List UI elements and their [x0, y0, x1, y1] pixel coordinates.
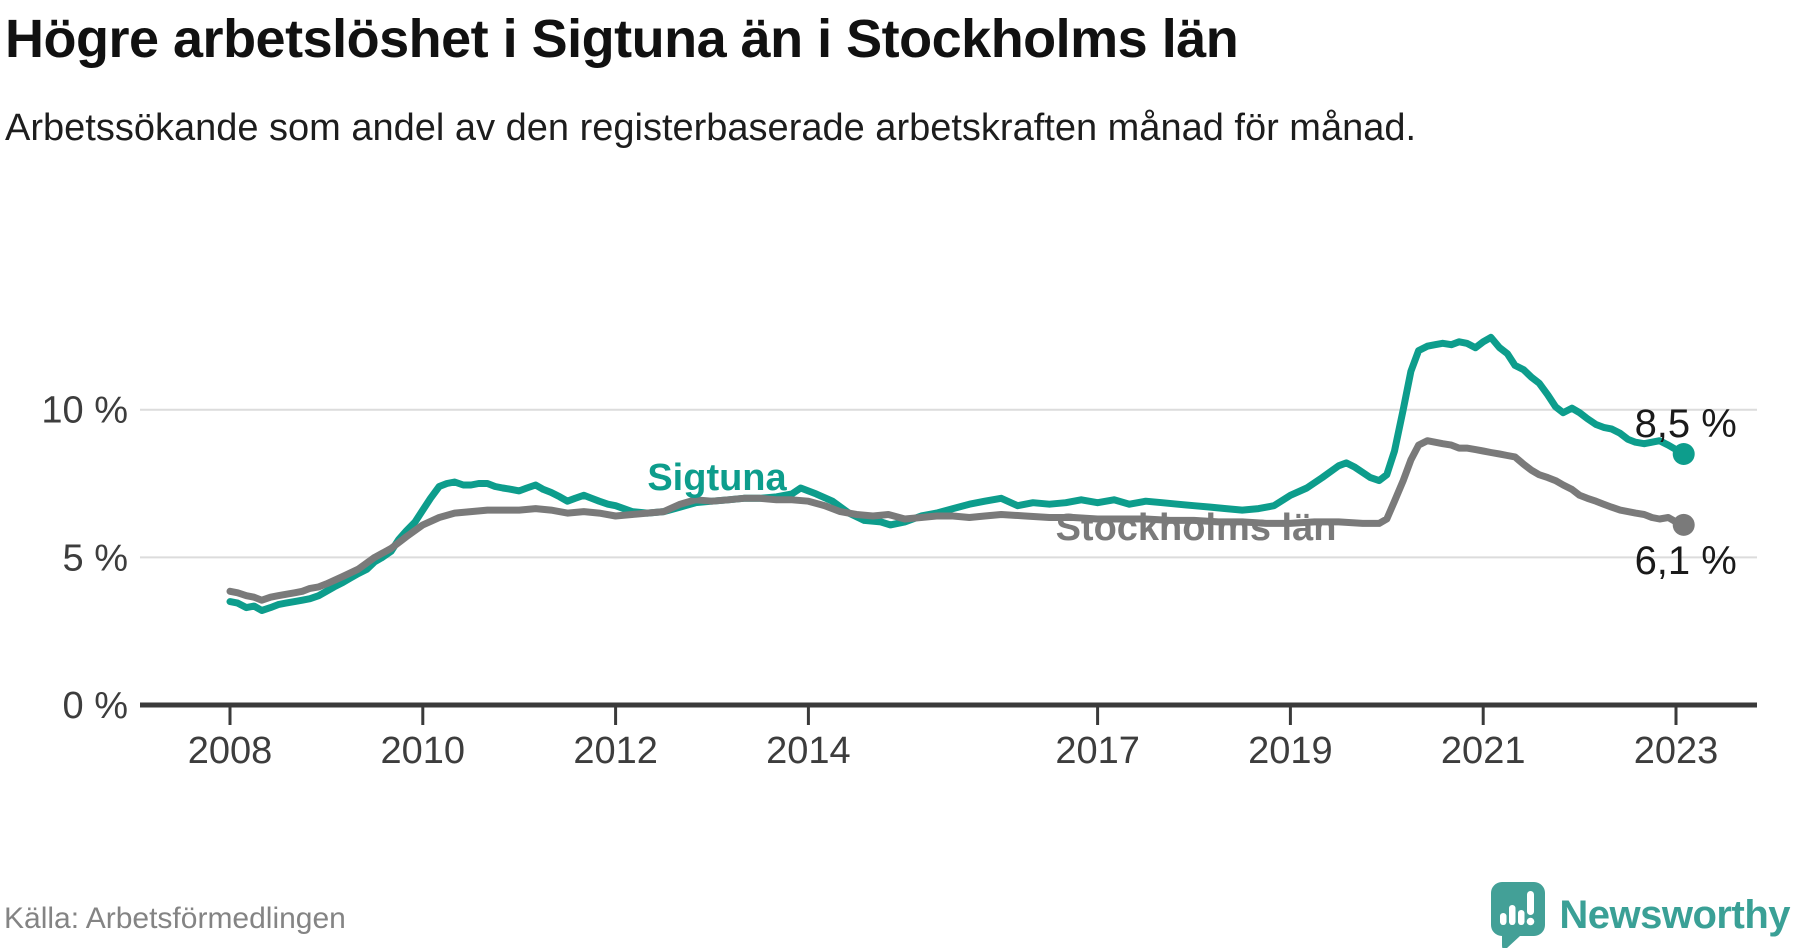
exclamation-bar — [1527, 891, 1535, 915]
y-tick-label: 0 % — [63, 685, 128, 727]
x-tick-label: 2023 — [1634, 730, 1719, 772]
newsworthy-logo: Newsworthy — [1489, 880, 1790, 948]
stockholm-series-label: Stockholms län — [1056, 507, 1337, 549]
x-tick-label: 2021 — [1441, 730, 1526, 772]
x-tick-label: 2010 — [381, 730, 466, 772]
sigtuna-end-dot — [1672, 442, 1695, 465]
exclamation-dot — [1527, 917, 1535, 926]
stockholm-line — [226, 437, 1688, 604]
chart-subtitle: Arbetssökande som andel av den registerb… — [5, 107, 1417, 149]
bar-chart-glyph — [1500, 891, 1535, 926]
sigtuna-series-label: Sigtuna — [647, 457, 787, 499]
sigtuna-line — [226, 333, 1688, 614]
x-tick-label: 2019 — [1248, 730, 1333, 772]
chart-title: Högre arbetslöshet i Sigtuna än i Stockh… — [5, 9, 1239, 69]
x-tick-label: 2012 — [573, 730, 658, 772]
newsworthy-wordmark: Newsworthy — [1559, 892, 1790, 937]
x-tick-label: 2017 — [1055, 730, 1140, 772]
source-note: Källa: Arbetsförmedlingen — [4, 902, 346, 935]
x-tick-label: 2008 — [188, 730, 273, 772]
stockholm-end-value: 6,1 % — [1635, 539, 1737, 583]
x-tick-label: 2014 — [766, 730, 851, 772]
newsworthy-logo-icon — [1491, 882, 1546, 948]
y-tick-label: 10 % — [41, 390, 128, 432]
y-tick-label: 5 % — [63, 537, 128, 579]
stockholm-end-dot — [1672, 513, 1695, 536]
sigtuna-end-value: 8,5 % — [1635, 402, 1737, 446]
